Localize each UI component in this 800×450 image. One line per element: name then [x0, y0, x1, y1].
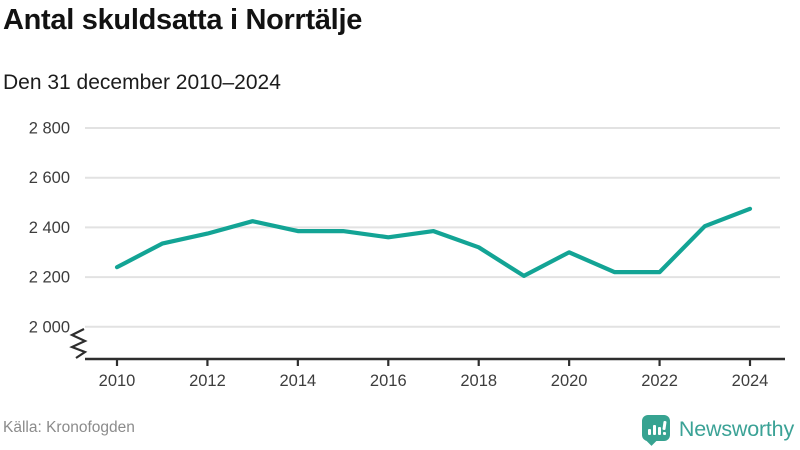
- y-axis-tick-label: 2 400: [29, 219, 70, 237]
- x-axis-tick-label: 2016: [370, 372, 407, 390]
- x-axis-tick-label: 2010: [99, 372, 136, 390]
- y-axis-tick-label: 2 000: [29, 318, 70, 336]
- page-title: Antal skuldsatta i Norrtälje: [3, 4, 363, 36]
- y-axis-tick-label: 2 800: [29, 120, 70, 138]
- x-axis-tick-label: 2014: [279, 372, 316, 390]
- newsworthy-logo: Newsworthy: [641, 412, 794, 446]
- speech-bubble-bar-chart-icon: [641, 414, 670, 446]
- chart-subtitle: Den 31 december 2010–2024: [3, 71, 281, 94]
- y-axis-tick-label: 2 200: [29, 269, 70, 287]
- trend-line: [114, 206, 753, 278]
- source-note: Källa: Kronofogden: [3, 419, 135, 436]
- x-axis-tick-label: 2022: [641, 372, 678, 390]
- y-axis-tick-label: 2 600: [29, 169, 70, 187]
- axis-break-icon: [69, 328, 88, 359]
- x-axis-tick-label: 2018: [460, 372, 497, 390]
- x-axis-tick-label: 2024: [732, 372, 769, 390]
- x-axis-tick-label: 2012: [189, 372, 226, 390]
- brand-name: Newsworthy: [678, 416, 794, 441]
- x-axis-tick-label: 2020: [551, 372, 588, 390]
